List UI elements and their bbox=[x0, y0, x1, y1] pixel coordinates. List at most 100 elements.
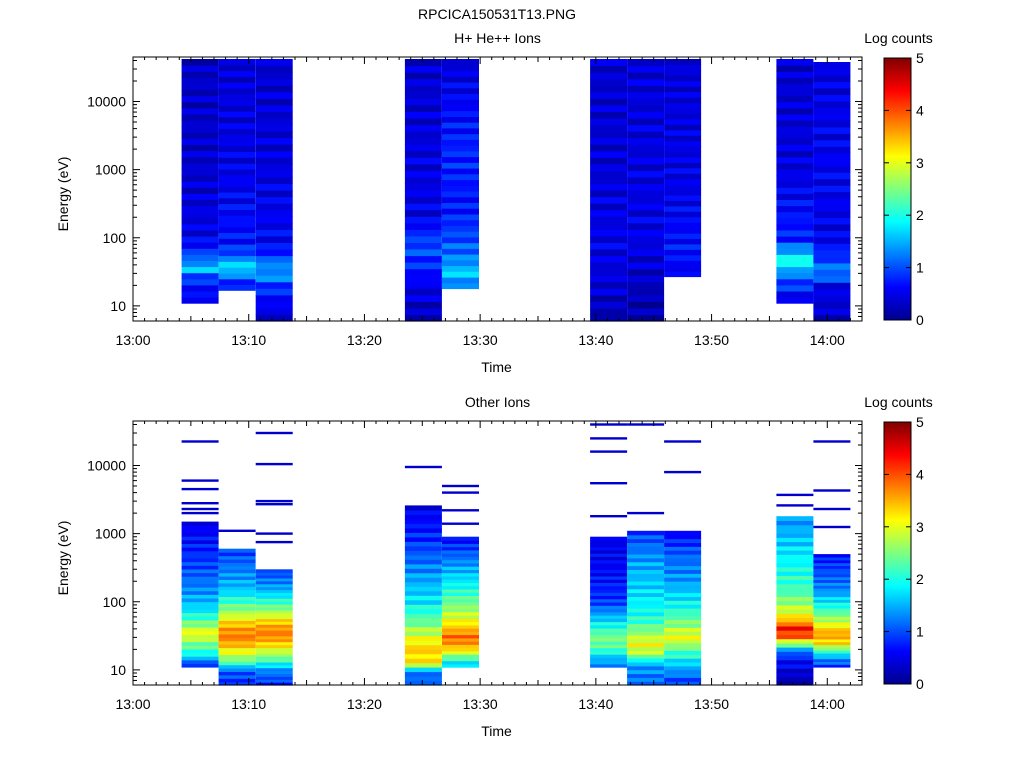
heatmap-cell bbox=[218, 249, 256, 257]
heatmap-cell bbox=[218, 261, 256, 268]
heatmap-cell bbox=[776, 592, 814, 597]
heatmap-cell bbox=[181, 663, 219, 668]
heatmap-cell bbox=[590, 78, 628, 86]
isolated-count-line bbox=[590, 482, 628, 485]
heatmap-cell bbox=[404, 559, 442, 565]
heatmap-cell bbox=[664, 189, 702, 196]
x-tick-label: 13:20 bbox=[347, 696, 382, 712]
heatmap-cell bbox=[813, 568, 851, 572]
heatmap-cell bbox=[255, 595, 293, 599]
heatmap-cell bbox=[218, 559, 256, 563]
heatmap-cell bbox=[590, 556, 628, 561]
heatmap-cell bbox=[776, 77, 814, 84]
heatmap-cell bbox=[218, 630, 256, 635]
heatmap-cell bbox=[776, 290, 814, 298]
heatmap-cell bbox=[813, 152, 851, 160]
heatmap-cell bbox=[255, 144, 293, 152]
x-axis: 13:00 13:10 13:20 13:30 13:40 13:50 14:00 bbox=[115, 421, 851, 712]
heatmap-cell bbox=[181, 579, 219, 584]
heatmap-cell bbox=[442, 93, 479, 100]
heatmap-cell bbox=[776, 113, 814, 121]
heatmap-cell bbox=[404, 163, 442, 171]
heatmap-cell bbox=[590, 601, 628, 606]
heatmap-cell bbox=[404, 568, 442, 574]
time-column bbox=[813, 62, 851, 322]
heatmap-cell bbox=[181, 554, 219, 559]
heatmap-cell bbox=[404, 170, 442, 178]
heatmap-cell bbox=[255, 673, 293, 677]
heatmap-cell bbox=[590, 618, 628, 623]
heatmap-cell bbox=[404, 196, 442, 204]
heatmap-cell bbox=[813, 579, 851, 583]
heatmap-cell bbox=[442, 145, 479, 152]
y-axis-label: Energy (eV) bbox=[55, 521, 71, 596]
heatmap-cell bbox=[181, 193, 219, 200]
heatmap-cell bbox=[590, 592, 628, 596]
heatmap-cell bbox=[442, 282, 479, 290]
panel-title: H+ He++ Ions bbox=[454, 30, 541, 46]
heatmap-cell bbox=[813, 650, 851, 654]
heatmap-cell bbox=[813, 647, 851, 651]
y-axis: 10 100 1000 10000 bbox=[87, 423, 862, 686]
heatmap-cell bbox=[404, 631, 442, 637]
heatmap-cell bbox=[664, 97, 702, 104]
heatmap-cell bbox=[813, 62, 851, 70]
heatmap-cell bbox=[442, 634, 479, 639]
heatmap-cell bbox=[590, 137, 628, 145]
heatmap-cell bbox=[181, 181, 219, 188]
heatmap-cell bbox=[442, 628, 479, 632]
heatmap-cell bbox=[442, 559, 479, 564]
heatmap-cell bbox=[255, 150, 293, 158]
heatmap-cell bbox=[218, 603, 256, 608]
colorbar-label: Log counts bbox=[864, 30, 933, 46]
heatmap-cell bbox=[255, 612, 293, 617]
heatmap-cell bbox=[813, 314, 851, 322]
heatmap-cell bbox=[776, 617, 814, 623]
heatmap-cell bbox=[590, 235, 628, 243]
heatmap-cell bbox=[627, 137, 665, 145]
heatmap-cell bbox=[776, 571, 814, 576]
heatmap-cell bbox=[218, 664, 256, 669]
heatmap-cell bbox=[590, 614, 628, 619]
heatmap-cell bbox=[255, 624, 293, 628]
heatmap-cell bbox=[776, 71, 814, 78]
heatmap-cell bbox=[813, 559, 851, 564]
colorbar: 0 1 2 3 4 5 Log counts bbox=[864, 394, 933, 692]
heatmap-cell bbox=[627, 249, 665, 257]
heatmap-cell bbox=[776, 181, 814, 188]
heatmap-cell bbox=[218, 82, 256, 89]
heatmap-cell bbox=[813, 178, 851, 186]
heatmap-cell bbox=[442, 572, 479, 577]
heatmap-cell bbox=[664, 577, 702, 582]
heatmap-cell bbox=[255, 229, 293, 237]
heatmap-cell bbox=[218, 647, 256, 652]
colorbar-tick-label: 5 bbox=[916, 414, 924, 430]
heatmap-cell bbox=[442, 122, 479, 129]
heatmap-cell bbox=[813, 275, 851, 283]
heatmap-cell bbox=[218, 76, 256, 83]
heatmap-cell bbox=[404, 518, 442, 524]
heatmap-cell bbox=[590, 663, 628, 668]
heatmap-cell bbox=[664, 661, 702, 667]
heatmap-cell bbox=[404, 523, 442, 529]
heatmap-cell bbox=[627, 553, 665, 559]
heatmap-cell bbox=[776, 676, 814, 682]
heatmap-cell bbox=[590, 196, 628, 204]
heatmap-cell bbox=[664, 530, 702, 536]
heatmap-cell bbox=[590, 569, 628, 574]
heatmap-cell bbox=[404, 604, 442, 610]
heatmap-cell bbox=[664, 607, 702, 613]
isolated-count-line bbox=[664, 440, 702, 443]
heatmap-cell bbox=[813, 582, 851, 586]
y-tick-label: 1000 bbox=[95, 526, 126, 542]
heatmap-cell bbox=[255, 609, 293, 614]
isolated-count-line bbox=[181, 440, 219, 443]
heatmap-cell bbox=[255, 170, 293, 178]
heatmap-cell bbox=[664, 124, 702, 131]
heatmap-cell bbox=[664, 129, 702, 136]
heatmap-cell bbox=[255, 281, 293, 289]
heatmap-cell bbox=[627, 546, 665, 551]
heatmap-cell bbox=[590, 641, 628, 645]
heatmap-cell bbox=[590, 150, 628, 158]
heatmap-cell bbox=[813, 165, 851, 173]
